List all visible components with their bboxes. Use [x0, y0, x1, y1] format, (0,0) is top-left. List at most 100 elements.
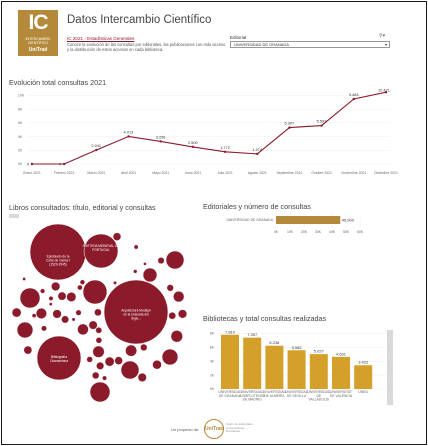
- book-bubble: [40, 288, 46, 294]
- book-bubble: [77, 323, 89, 336]
- book-bubble: [168, 312, 176, 320]
- data-label: 5.593: [317, 119, 327, 124]
- footer-text: Un proyecto de:: [171, 427, 200, 432]
- data-label: 0: [27, 161, 30, 166]
- y-tick-label: 10K: [18, 94, 25, 98]
- x-category-label: UNIVERSIDAD DE GRANADA: [218, 390, 242, 398]
- x-tick-label: Enero 2021: [23, 171, 41, 175]
- data-point: [384, 90, 388, 94]
- book-bubble: [61, 315, 69, 324]
- bubble-label: Epistolario de la Corte de Carlos I (1529-…: [46, 255, 70, 267]
- book-bubble: [89, 381, 111, 403]
- data-label: 1.474: [252, 147, 263, 152]
- libraries-scrollbar[interactable]: [387, 330, 393, 405]
- scroll-indicator[interactable]: [9, 214, 19, 218]
- x-tick-label: Noviembre 2021: [341, 171, 366, 175]
- description-text: Conoce la evolución de las consultas por…: [67, 42, 226, 52]
- book-bubble: [94, 308, 102, 317]
- book-bubble: [19, 287, 41, 309]
- bubble-label: Bibliografía Ozanamiana: [50, 355, 68, 363]
- bar-value-label: 45.900: [342, 217, 355, 222]
- logo-big-text: IC: [28, 11, 49, 34]
- data-label: 0: [59, 161, 62, 166]
- x-tick-label: Septiembre 2021: [277, 171, 303, 175]
- x-tick-label: Diciembre 2021: [374, 171, 398, 175]
- editorial-select[interactable]: UNIVERSIDAD DE GRANADA ▾: [230, 41, 390, 48]
- y-tick-label: 4K: [210, 359, 215, 363]
- book-bubble: [92, 371, 100, 380]
- y-tick-label: 2K: [210, 373, 215, 377]
- bar-value-label: 3.422: [358, 360, 369, 365]
- y-tick-label: 0K: [210, 387, 215, 391]
- chevron-down-icon: ▾: [384, 42, 387, 47]
- book-bubble: [178, 309, 188, 319]
- y-tick-label: 4K: [18, 135, 23, 139]
- book-bubble: [170, 330, 183, 343]
- subtitle-link[interactable]: IC 2021 - Estadísticas Generales: [67, 36, 135, 41]
- book-bubble: [104, 356, 115, 367]
- book-bubble: [143, 262, 147, 266]
- x-category-label: UNIVERSITAT DE VALÈNCIA: [330, 390, 353, 398]
- x-tick-label: Octubre 2021: [311, 171, 332, 175]
- data-point: [62, 162, 66, 166]
- book-bubble: [95, 337, 103, 344]
- book-bubble: [41, 325, 47, 332]
- category-label: UNIVERSIDAD DE GRANADA: [226, 218, 273, 222]
- filter-icon[interactable]: ⚲▾: [379, 33, 386, 39]
- x-tick-label: Mayo 2021: [152, 171, 169, 175]
- y-tick-label: 2K: [18, 148, 23, 152]
- library-bar: [221, 334, 239, 389]
- book-bubble: [95, 326, 103, 334]
- book-bubble: [114, 356, 123, 365]
- book-bubble: [88, 320, 98, 330]
- book-bubble: [79, 279, 86, 285]
- bar-value-label: 4.631: [336, 351, 347, 356]
- libraries-chart-title: Bibliotecas y total consultas realizadas: [203, 314, 327, 323]
- unitrad-logo: UniTrad: [204, 419, 224, 439]
- book-bubble: [102, 375, 107, 381]
- book-bubble: [157, 257, 165, 264]
- bar-value-label: 7.810: [225, 329, 236, 334]
- x-tick-label: Agosto 2021: [248, 171, 267, 175]
- bar-value-label: 7.397: [247, 332, 258, 337]
- book-bubble: [86, 356, 93, 363]
- editorial-select-value: UNIVERSIDAD DE GRANADA: [234, 42, 289, 47]
- x-tick-label: 40K: [329, 230, 336, 234]
- x-category-label: UNIVERSIDAD DE ALMERÍA: [263, 390, 287, 398]
- book-bubble: [48, 296, 54, 301]
- publisher-bar: [276, 216, 341, 224]
- data-point: [223, 150, 227, 154]
- bubble-label: Arquitectura Mudéjar en la Granada del Sig…: [121, 309, 152, 321]
- book-bubble: [71, 317, 76, 322]
- book-bubble: [173, 291, 185, 303]
- book-bubble: [165, 250, 185, 270]
- book-bubble: [112, 232, 122, 241]
- book-bubble: [77, 284, 83, 291]
- x-category-label: UNIVERSIDAD DE VALLADOLID: [307, 390, 331, 402]
- book-bubble: [92, 345, 105, 358]
- logo-line1: INTERCAMBIO: [25, 37, 51, 41]
- data-point: [127, 135, 130, 138]
- x-tick-label: Abril 2021: [121, 171, 136, 175]
- data-point: [352, 97, 356, 101]
- x-tick-label: 50K: [343, 230, 350, 234]
- x-tick-label: 60K: [357, 230, 364, 234]
- page-title: Datos Intercambio Científico: [67, 14, 212, 26]
- x-category-label: UNED: [358, 390, 368, 394]
- book-bubble: [152, 359, 162, 370]
- x-tick-label: 20K: [301, 230, 308, 234]
- book-bubble: [113, 281, 117, 285]
- book-bubble: [82, 279, 108, 305]
- footer-logo-subtext: Unión de Editoriales Universitarias Espa…: [226, 422, 253, 434]
- library-bar: [265, 345, 284, 389]
- library-bar: [354, 365, 373, 389]
- book-bubble: [48, 302, 53, 306]
- data-point: [30, 162, 34, 166]
- book-bubble: [133, 269, 138, 274]
- footer-logo-text: UniTrad: [205, 426, 224, 432]
- bar-value-label: 5.582: [292, 345, 303, 350]
- ic-logo: IC INTERCAMBIO CIENTÍFICO UniTrad: [18, 10, 58, 56]
